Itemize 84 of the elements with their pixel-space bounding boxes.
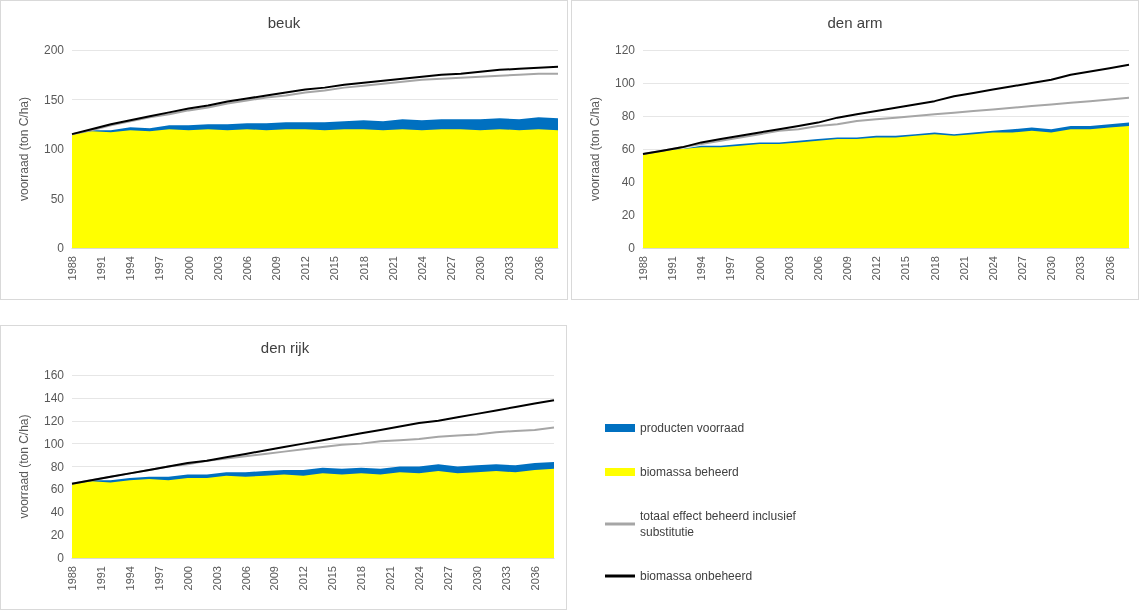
x-tick-label: 2027 bbox=[441, 566, 454, 591]
legend-label: producten voorraad bbox=[640, 421, 745, 435]
x-tick-label: 2000 bbox=[181, 566, 194, 591]
y-tick-label: 140 bbox=[43, 390, 65, 405]
y-axis-title: voorraad (ton C/ha) bbox=[588, 96, 602, 202]
x-tick-label: 2009 bbox=[270, 256, 283, 281]
x-tick-label: 1997 bbox=[153, 256, 166, 281]
x-tick-label: 2000 bbox=[753, 256, 766, 281]
y-tick-label: 100 bbox=[43, 436, 65, 451]
y-tick-label: 100 bbox=[43, 142, 65, 156]
chart-title: den arm bbox=[827, 14, 883, 31]
x-tick-label: 2027 bbox=[1016, 256, 1029, 281]
x-tick-label: 2003 bbox=[211, 256, 224, 281]
x-tick-label: 2030 bbox=[470, 566, 483, 591]
y-tick-label: 20 bbox=[621, 208, 636, 222]
x-tick-label: 2036 bbox=[1103, 256, 1116, 281]
y-tick-label: 0 bbox=[57, 241, 65, 255]
legend-label: totaal effect beheerd inclusief substitutie bbox=[640, 509, 800, 539]
x-tick-label: 1991 bbox=[666, 256, 679, 281]
x-tick-label: 1994 bbox=[123, 566, 136, 591]
x-tick-label: 2006 bbox=[811, 256, 824, 281]
x-tick-label: 2015 bbox=[328, 256, 341, 281]
chart-title: beuk bbox=[267, 14, 301, 31]
y-tick-label: 150 bbox=[43, 92, 65, 107]
y-tick-label: 80 bbox=[50, 459, 65, 474]
x-tick-label: 2021 bbox=[957, 256, 970, 281]
y-axis-title: voorraad (ton C/ha) bbox=[17, 96, 31, 202]
x-tick-label: 1997 bbox=[724, 256, 737, 281]
x-tick-label: 1988 bbox=[637, 256, 649, 281]
y-tick-label: 120 bbox=[43, 413, 65, 428]
x-tick-label: 2018 bbox=[355, 566, 368, 591]
x-tick-label: 2018 bbox=[928, 256, 941, 281]
y-tick-label: 60 bbox=[50, 482, 65, 497]
x-tick-label: 2015 bbox=[326, 566, 339, 591]
x-tick-label: 2012 bbox=[299, 256, 312, 281]
x-tick-label: 2036 bbox=[528, 566, 541, 591]
x-tick-label: 2006 bbox=[240, 256, 253, 281]
chart-title: den rijk bbox=[260, 339, 310, 356]
x-tick-label: 2024 bbox=[415, 256, 428, 281]
x-tick-label: 2033 bbox=[503, 256, 516, 281]
x-tick-label: 2030 bbox=[474, 256, 487, 281]
y-tick-label: 0 bbox=[628, 241, 636, 255]
y-axis-title: voorraad (ton C/ha) bbox=[17, 414, 31, 519]
x-tick-label: 1991 bbox=[95, 256, 108, 281]
x-tick-label: 2003 bbox=[210, 566, 223, 591]
x-tick-label: 2036 bbox=[532, 256, 545, 281]
x-tick-label: 2024 bbox=[413, 566, 426, 591]
x-tick-label: 1994 bbox=[124, 256, 137, 281]
y-tick-label: 40 bbox=[621, 175, 636, 189]
legend-label: biomassa onbeheerd bbox=[640, 569, 753, 583]
y-tick-label: 0 bbox=[57, 551, 65, 565]
x-tick-label: 2003 bbox=[782, 256, 795, 281]
x-tick-label: 2012 bbox=[870, 256, 883, 281]
x-tick-label: 2009 bbox=[841, 256, 854, 281]
y-tick-label: 60 bbox=[621, 142, 636, 156]
y-tick-label: 120 bbox=[614, 43, 636, 57]
x-tick-label: 2027 bbox=[445, 256, 458, 281]
line-series bbox=[642, 63, 1130, 155]
y-tick-label: 40 bbox=[50, 505, 65, 520]
legend-label: biomassa beheerd bbox=[640, 465, 739, 479]
x-tick-label: 2009 bbox=[268, 566, 281, 591]
x-tick-label: 2018 bbox=[357, 256, 370, 281]
y-tick-label: 50 bbox=[50, 191, 65, 206]
line-series bbox=[71, 399, 555, 485]
x-tick-label: 1991 bbox=[94, 566, 107, 591]
y-tick-label: 160 bbox=[43, 368, 65, 382]
x-tick-label: 2033 bbox=[1074, 256, 1087, 281]
x-tick-label: 2033 bbox=[499, 566, 512, 591]
x-tick-label: 2000 bbox=[182, 256, 195, 281]
x-tick-label: 2021 bbox=[384, 566, 397, 591]
x-tick-label: 2024 bbox=[986, 256, 999, 281]
x-tick-label: 1997 bbox=[152, 566, 165, 591]
y-tick-label: 200 bbox=[43, 43, 65, 57]
x-tick-label: 2006 bbox=[239, 566, 252, 591]
x-tick-label: 2021 bbox=[386, 256, 399, 281]
x-tick-label: 2012 bbox=[297, 566, 310, 591]
y-tick-label: 20 bbox=[50, 528, 65, 543]
y-tick-label: 80 bbox=[621, 109, 636, 123]
y-tick-label: 100 bbox=[614, 76, 636, 90]
x-tick-label: 1988 bbox=[66, 566, 78, 591]
x-tick-label: 1988 bbox=[66, 256, 78, 281]
x-tick-label: 2030 bbox=[1045, 256, 1058, 281]
x-tick-label: 1994 bbox=[695, 256, 708, 281]
x-tick-label: 2015 bbox=[899, 256, 912, 281]
